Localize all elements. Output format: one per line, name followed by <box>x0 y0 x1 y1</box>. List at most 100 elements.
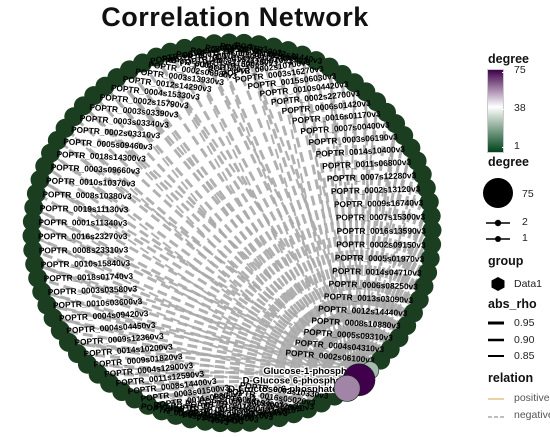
group-key-hexagon <box>491 277 505 291</box>
legend-group-key <box>491 277 505 291</box>
edge-negative <box>32 248 360 382</box>
edge-negative <box>87 363 348 390</box>
edge-negative <box>357 123 398 380</box>
edge-negative <box>357 101 379 380</box>
edge-negative <box>183 47 361 381</box>
gene-node <box>269 408 289 428</box>
abs-rho-label: 0.90 <box>514 334 535 346</box>
gene-node <box>22 212 42 232</box>
chart-title: Correlation Network <box>101 2 369 32</box>
size-key-1 <box>495 236 501 242</box>
legend-degree-size-title: degree <box>488 155 529 169</box>
edge-negative <box>33 206 360 382</box>
size-key-label: 1 <box>522 232 528 244</box>
edge-negative <box>52 316 348 390</box>
edge-negative <box>340 74 361 380</box>
edge-negative <box>190 378 360 421</box>
edge-layer <box>31 42 434 425</box>
gene-node-label: POPTR_0007s15300v3 <box>336 212 426 223</box>
gene-node-label: POPTR_0005s01970v3 <box>335 253 425 264</box>
gene-node <box>219 33 239 53</box>
edge-negative <box>103 85 361 381</box>
edge-negative <box>34 262 371 372</box>
gene-node <box>240 412 260 432</box>
node-layer <box>22 33 442 433</box>
edge-negative <box>346 201 431 389</box>
hub-layer <box>333 361 380 402</box>
edge-negative <box>352 82 361 380</box>
size-key-2 <box>494 219 502 227</box>
edge-negative <box>346 257 432 389</box>
gene-node <box>420 249 440 269</box>
edge-negative <box>64 127 360 381</box>
gene-node <box>421 206 441 226</box>
edge-negative <box>346 173 424 389</box>
edge-negative <box>52 316 360 382</box>
legend-degree-color-title: degree <box>488 52 529 66</box>
gene-node <box>175 38 195 58</box>
colorbar-tick-label: 38 <box>514 102 526 114</box>
size-key-label: 75 <box>522 188 534 200</box>
legend-relation-title: relation <box>488 371 534 385</box>
gene-node-label: POPTR_0010s10370v3 <box>46 175 136 188</box>
gene-node-label: POPTR_0007s12280v3 <box>327 170 417 183</box>
edge-negative <box>243 43 349 389</box>
group-key-label: Data1 <box>514 278 543 290</box>
size-key-label: 2 <box>522 216 528 228</box>
gene-node-label: POPTR_0010s03600v3 <box>53 296 143 310</box>
edge-negative <box>155 56 348 389</box>
edge-negative <box>109 382 348 390</box>
gene-node <box>23 240 43 260</box>
edge-negative <box>34 262 360 382</box>
edge-negative <box>272 46 349 389</box>
relation-label: positive <box>514 392 550 404</box>
gene-node-label: POPTR_0016s13590v3 <box>337 226 427 236</box>
gene-node <box>189 36 209 56</box>
edge-negative <box>104 85 348 390</box>
gene-node-label: POPTR_0016s23270v3 <box>38 231 128 241</box>
edge-negative <box>31 234 348 390</box>
gene-node <box>422 220 442 240</box>
colorbar-tick <box>502 147 505 148</box>
edge-negative <box>368 123 397 371</box>
gene-node <box>204 34 224 54</box>
edge-negative <box>98 372 360 382</box>
hub-node <box>333 375 361 402</box>
relation-label: negative <box>514 409 550 421</box>
gene-node-label: POPTR_0004s09420v3 <box>59 308 149 323</box>
hub-node-label: D-Glucose 6-phosphate* <box>243 375 354 386</box>
gene-node <box>25 254 45 274</box>
edge-negative <box>109 378 360 385</box>
gene-node <box>24 197 44 217</box>
gene-node <box>419 192 439 212</box>
edge-negative <box>161 387 348 412</box>
edge-negative <box>128 68 361 381</box>
edge-negative <box>346 101 378 389</box>
gene-node <box>210 413 230 433</box>
legend-group-title: group <box>488 254 524 268</box>
colorbar-tick <box>502 72 505 73</box>
gene-node-label: POPTR_0014s10400v3 <box>315 144 405 159</box>
edge-negative <box>46 303 360 382</box>
edge-negative <box>37 276 360 382</box>
gene-node-label: POPTR_0002s13120v3 <box>331 184 421 197</box>
colorbar-tick <box>502 109 505 110</box>
legend-abs-rho-keys <box>488 321 504 357</box>
gene-node-label: POPTR_0008s10380v3 <box>42 189 132 201</box>
edge-negative <box>39 178 360 382</box>
edge-negative <box>34 263 348 390</box>
hub-node-label: Glucose-1-phosphate* <box>263 366 364 377</box>
gene-node <box>160 42 180 62</box>
edge-negative <box>134 387 348 400</box>
abs-rho-label: 0.95 <box>514 317 535 329</box>
edge-negative <box>33 206 348 390</box>
gene-node-label: POPTR_0019s11130v3 <box>40 203 129 214</box>
edge-negative <box>68 341 348 390</box>
edge-negative <box>49 152 348 390</box>
edge-negative <box>242 42 372 371</box>
edge-negative <box>328 67 349 389</box>
gene-node-label: POPTR_0012s14440v3 <box>318 303 408 318</box>
edge-negative <box>128 69 348 389</box>
gene-node <box>180 409 200 429</box>
gene-node-label: POPTR_0010s15840v3 <box>41 258 131 270</box>
